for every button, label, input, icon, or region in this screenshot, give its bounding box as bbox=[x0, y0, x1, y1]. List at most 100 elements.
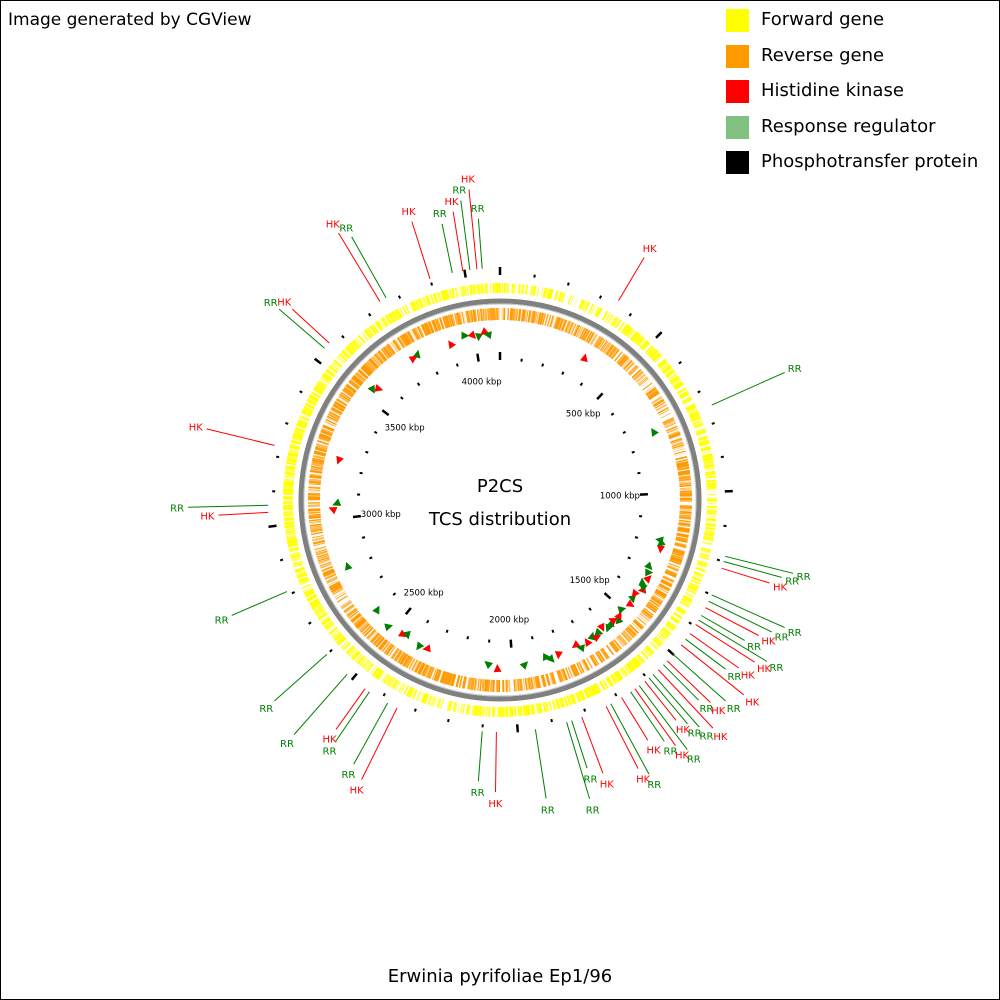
forward-gene-mark bbox=[706, 487, 717, 490]
hk-callout-label: HK bbox=[402, 207, 417, 218]
reverse-gene-mark bbox=[411, 659, 418, 671]
rr-callout-label: RR bbox=[264, 298, 278, 309]
reverse-gene-mark bbox=[484, 679, 487, 692]
forward-gene-mark bbox=[466, 704, 470, 715]
forward-gene-mark bbox=[476, 705, 480, 716]
forward-gene-mark bbox=[309, 394, 320, 402]
hk-callout-line bbox=[705, 607, 759, 636]
inner-tick bbox=[596, 392, 604, 400]
forward-gene-mark bbox=[544, 701, 548, 712]
forward-gene-mark bbox=[365, 329, 373, 338]
forward-gene-mark bbox=[680, 392, 690, 400]
reverse-gene-mark bbox=[679, 483, 692, 486]
forward-gene-mark bbox=[329, 627, 338, 635]
forward-gene-mark bbox=[368, 327, 375, 336]
forward-gene-mark bbox=[687, 586, 698, 593]
forward-gene-mark bbox=[630, 331, 638, 341]
reverse-gene-mark bbox=[612, 639, 622, 650]
inner-tick bbox=[466, 636, 470, 640]
forward-gene-mark bbox=[584, 688, 591, 698]
outer-mark bbox=[583, 708, 587, 712]
forward-gene-mark bbox=[667, 621, 676, 629]
rr-callout-line bbox=[708, 600, 772, 633]
reverse-gene-mark bbox=[373, 635, 383, 646]
forward-gene-mark bbox=[669, 617, 679, 624]
forward-gene-mark bbox=[284, 524, 295, 527]
forward-gene-mark bbox=[423, 693, 429, 704]
hk-triangle bbox=[571, 640, 581, 649]
reverse-gene-mark bbox=[640, 612, 650, 621]
outer-mark bbox=[716, 558, 721, 562]
forward-gene-mark bbox=[643, 648, 652, 657]
reverse-gene-mark bbox=[633, 370, 643, 380]
reverse-gene-mark bbox=[535, 676, 540, 689]
forward-gene-mark bbox=[706, 482, 717, 485]
reverse-gene-mark bbox=[441, 671, 446, 684]
forward-gene-mark bbox=[527, 704, 531, 716]
forward-gene-mark bbox=[688, 411, 699, 418]
reverse-gene-mark bbox=[633, 371, 644, 381]
forward-gene-mark bbox=[468, 704, 471, 715]
forward-gene-mark bbox=[295, 427, 305, 432]
inner-tick bbox=[445, 629, 449, 634]
forward-gene-mark bbox=[661, 627, 671, 636]
reverse-gene-mark bbox=[672, 550, 685, 556]
reverse-gene-mark bbox=[579, 327, 586, 339]
reverse-gene-mark bbox=[410, 329, 417, 341]
forward-gene-mark bbox=[655, 636, 664, 644]
forward-gene-mark bbox=[283, 485, 294, 488]
reverse-gene-mark bbox=[358, 369, 369, 379]
forward-gene-mark bbox=[362, 332, 369, 341]
reverse-gene-mark bbox=[367, 360, 377, 370]
outer-mark bbox=[275, 455, 280, 459]
forward-gene-mark bbox=[372, 667, 381, 678]
forward-gene-mark bbox=[328, 627, 338, 635]
reverse-gene-mark bbox=[602, 341, 611, 353]
reverse-gene-mark bbox=[320, 563, 332, 569]
reverse-gene-mark bbox=[406, 331, 414, 343]
reverse-gene-mark bbox=[461, 311, 465, 324]
tick-label: 2000 kbp bbox=[489, 616, 529, 626]
forward-gene-mark bbox=[306, 399, 317, 406]
forward-gene-mark bbox=[702, 455, 713, 459]
legend-label: Response regulator bbox=[761, 115, 936, 137]
forward-gene-mark bbox=[601, 311, 609, 321]
forward-gene-mark bbox=[532, 285, 537, 296]
forward-gene-mark bbox=[455, 287, 460, 298]
reverse-gene-mark bbox=[349, 379, 360, 388]
inner-tick bbox=[616, 575, 621, 579]
reverse-gene-mark bbox=[415, 661, 422, 673]
forward-gene-mark bbox=[548, 700, 553, 711]
forward-gene-mark bbox=[556, 699, 560, 709]
forward-gene-mark bbox=[579, 690, 586, 701]
reverse-gene-mark bbox=[308, 490, 321, 492]
reverse-gene-mark bbox=[378, 350, 388, 361]
forward-gene-mark bbox=[286, 462, 297, 466]
forward-gene-mark bbox=[706, 483, 717, 485]
forward-gene-mark bbox=[459, 703, 463, 714]
reverse-gene-mark bbox=[433, 668, 439, 681]
reverse-gene-mark bbox=[642, 609, 653, 617]
forward-gene-mark bbox=[661, 628, 670, 636]
forward-gene-mark bbox=[363, 660, 371, 670]
hk-callout-label: HK bbox=[488, 799, 503, 810]
forward-gene-mark bbox=[547, 288, 552, 299]
reverse-gene-mark bbox=[654, 401, 666, 409]
forward-gene-mark bbox=[522, 284, 524, 295]
reverse-gene-mark bbox=[558, 669, 564, 682]
reverse-gene-mark bbox=[575, 662, 582, 675]
hk-callout-label: HK bbox=[711, 706, 726, 717]
forward-gene-mark bbox=[348, 344, 356, 352]
reverse-gene-mark bbox=[319, 432, 332, 439]
reverse-gene-mark bbox=[624, 361, 634, 371]
reverse-gene-mark bbox=[385, 644, 394, 655]
reverse-gene-mark bbox=[315, 550, 328, 556]
reverse-gene-mark bbox=[411, 659, 418, 671]
reverse-gene-mark bbox=[590, 655, 598, 667]
reverse-gene-mark bbox=[424, 323, 431, 335]
forward-gene-mark bbox=[569, 295, 575, 306]
reverse-gene-mark bbox=[463, 311, 466, 324]
reverse-gene-mark bbox=[314, 548, 327, 552]
forward-gene-mark bbox=[677, 387, 687, 395]
